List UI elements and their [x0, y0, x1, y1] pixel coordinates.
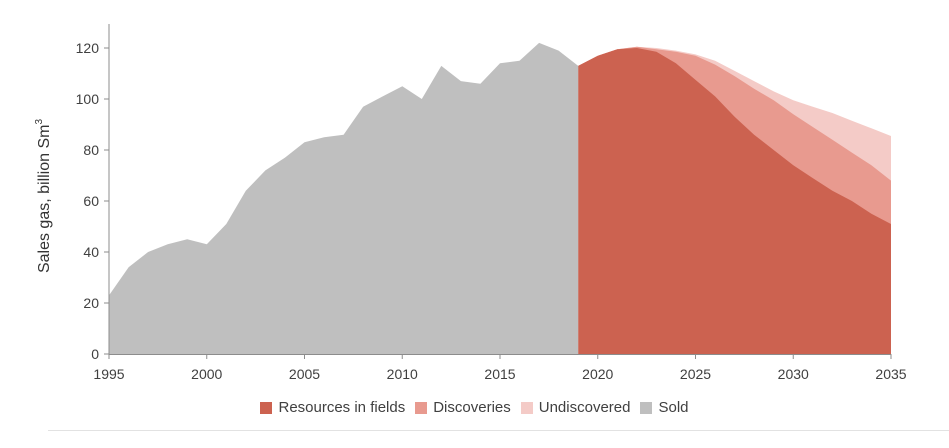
y-tick-label: 80 [83, 142, 99, 158]
legend-swatch-sold [640, 401, 653, 414]
legend-item-sold: Sold [640, 399, 689, 416]
y-tick-label: 60 [83, 193, 99, 209]
legend-swatch-resources-in-fields [260, 401, 273, 414]
x-tick-label: 2025 [680, 366, 711, 382]
legend-item-resources-in-fields: Resources in fields [260, 399, 405, 416]
x-tick-label: 2015 [484, 366, 515, 382]
legend-item-discoveries: Discoveries [415, 399, 511, 416]
legend-swatch-undiscovered [520, 401, 533, 414]
x-ticks: 1995 2000 2005 2010 2015 2020 2025 2030 2035 [93, 354, 907, 382]
legend-label-sold: Sold [658, 399, 689, 416]
legend-swatch-discoveries [415, 401, 428, 414]
y-axis-title: Sales gas, billion Sm3 [34, 119, 53, 274]
legend-label-resources-in-fields: Resources in fields [278, 399, 406, 416]
legend-item-undiscovered: Undiscovered [520, 399, 631, 416]
x-tick-label: 2035 [875, 366, 906, 382]
x-tick-label: 1995 [93, 366, 124, 382]
legend: Resources in fields Discoveries Undiscov… [0, 399, 949, 416]
x-tick-label: 2010 [387, 366, 418, 382]
legend-label-discoveries: Discoveries [433, 399, 511, 416]
y-tick-label: 0 [91, 346, 99, 362]
legend-label-undiscovered: Undiscovered [538, 399, 631, 416]
y-tick-label: 20 [83, 295, 99, 311]
y-axis-title-superscript: 3 [34, 119, 45, 125]
y-ticks: 0 20 40 60 80 100 120 [76, 40, 109, 362]
x-tick-label: 2000 [191, 366, 222, 382]
y-tick-label: 40 [83, 244, 99, 260]
area-sold [109, 42, 579, 355]
x-tick-label: 2005 [289, 366, 320, 382]
y-tick-label: 100 [76, 91, 100, 107]
x-tick-label: 2030 [778, 366, 809, 382]
y-axis-title-main: Sales gas, billion Sm [36, 125, 53, 274]
x-tick-label: 2020 [582, 366, 613, 382]
bottom-divider [48, 430, 949, 431]
area-resources-in-fields [578, 48, 891, 354]
y-tick-label: 120 [76, 40, 100, 56]
area-layer [109, 42, 891, 355]
